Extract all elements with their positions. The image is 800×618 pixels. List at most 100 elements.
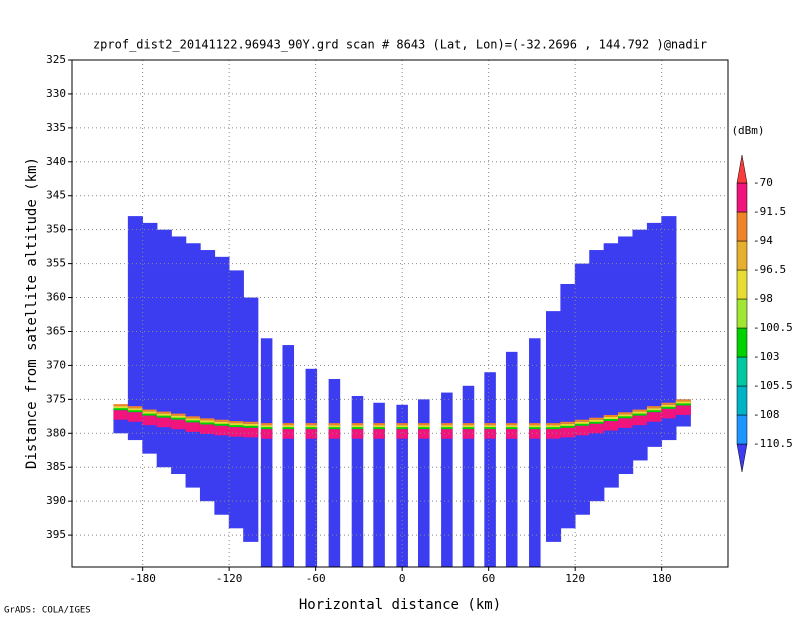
profile-column [260,338,273,567]
profile-column [328,378,341,567]
y-tick-label: 340 [46,155,66,168]
x-axis-label: Horizontal distance (km) [299,597,501,613]
x-tick-label: 120 [565,572,585,585]
surface-peak [199,424,216,434]
surface-echo [418,425,430,428]
surface-echo [127,408,144,411]
surface-echo [603,417,619,420]
profile-column [127,216,144,441]
surface-peak [661,408,677,419]
surface-echo [505,425,518,428]
surface-peak [185,422,201,432]
surface-echo [260,425,273,428]
surface-peak [560,427,576,438]
surface-echo [243,425,259,428]
colorbar-tick-label: -108 [753,408,780,421]
surface-echo [328,425,341,428]
surface-peak [260,429,273,439]
colorbar-tick-label: -110.5 [753,437,793,450]
surface-peak [113,410,129,420]
surface-echo [560,421,576,424]
surface-echo [462,423,475,426]
surface-peak [484,429,496,439]
surface-peak [171,419,187,430]
surface-echo [185,420,201,423]
surface-echo [646,406,663,409]
surface-echo [462,425,475,428]
profile-column [441,392,453,567]
surface-echo [484,423,496,426]
surface-peak [675,405,691,415]
surface-echo [260,426,273,430]
surface-echo [441,423,453,426]
profile-column [199,250,216,502]
surface-echo [171,413,187,416]
surface-echo [228,423,244,426]
surface-echo [373,425,385,428]
profile-column [373,402,385,567]
profile-column [305,368,318,567]
profile-column [185,243,201,488]
surface-echo [646,408,663,411]
surface-echo [305,423,318,426]
colorbar-segment [736,240,748,271]
surface-echo [214,419,230,422]
surface-echo [574,423,590,426]
surface-echo [574,421,590,424]
surface-echo [529,426,541,430]
plot-frame [71,59,729,568]
colorbar-segment [736,356,748,387]
surface-peak [228,427,244,437]
surface-echo [484,425,496,428]
colorbar-arrow [736,154,748,184]
colorbar-tick-label: -100.5 [753,321,793,334]
surface-echo [228,424,244,428]
surface-peak [282,429,295,439]
surface-peak [373,429,385,439]
surface-echo [171,415,187,418]
colorbar-arrow [736,443,748,473]
surface-echo [373,426,385,430]
surface-peak [462,429,475,439]
y-tick-label: 345 [46,189,66,202]
surface-echo [661,406,677,409]
surface-echo [127,409,144,413]
surface-echo [351,423,364,426]
surface-peak [351,429,364,439]
colorbar-segment [736,182,748,213]
surface-echo [618,415,634,419]
surface-echo [214,423,230,426]
x-tick-label: -120 [216,572,243,585]
surface-echo [171,417,187,420]
profile-column [589,250,605,502]
colorbar-segment [736,298,748,329]
profile-column [396,404,408,567]
surface-peak [603,421,619,431]
surface-echo [462,426,475,430]
surface-echo [618,412,634,415]
surface-echo [632,413,648,416]
surface-echo [632,411,648,414]
profile-column [142,222,158,454]
surface-echo [142,411,158,414]
colorbar-tick-label: -105.5 [753,379,793,392]
surface-echo [441,426,453,430]
surface-peak [396,429,408,439]
colorbar-segment [736,414,748,445]
surface-echo [156,413,172,416]
y-tick-label: 395 [46,528,66,541]
x-tick-label: -60 [306,572,326,585]
y-tick-label: 370 [46,358,66,371]
surface-echo [282,423,295,426]
profile-column [646,222,663,447]
surface-echo [142,409,158,412]
colorbar-tick-label: -94 [753,234,773,247]
surface-peak [127,412,144,422]
surface-echo [156,415,172,418]
profile-column [418,399,430,567]
surface-peak [214,425,230,436]
surface-echo [373,423,385,426]
profile-column [661,216,677,441]
profile-column [618,236,634,475]
